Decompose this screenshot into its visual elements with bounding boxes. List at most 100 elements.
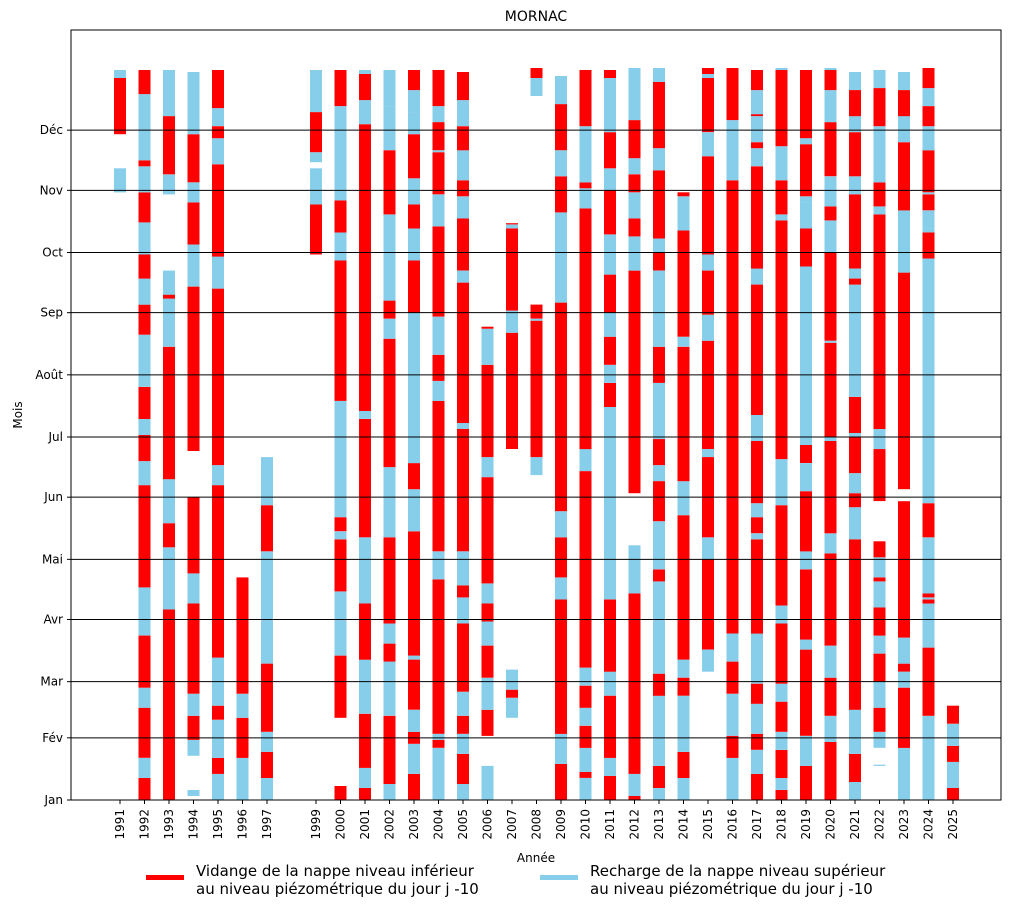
vidange-segment-2021-15 (849, 132, 861, 177)
recharge-segment-2023-2 (898, 671, 910, 688)
bar-year-1993 (163, 70, 175, 800)
vidange-segment-1993-6 (163, 294, 175, 299)
recharge-segment-2018-15 (775, 68, 788, 70)
vidange-segment-1992-0 (138, 777, 151, 800)
vidange-segment-2012-2 (628, 593, 641, 774)
recharge-segment-2007-0 (506, 697, 518, 718)
bar-year-2022 (873, 70, 886, 766)
recharge-segment-2001-5 (359, 537, 371, 604)
vidange-segment-1992-6 (138, 485, 151, 588)
recharge-segment-1991-2 (114, 70, 126, 78)
recharge-segment-2019-15 (800, 138, 812, 145)
recharge-segment-2020-11 (824, 220, 837, 253)
vidange-segment-2021-11 (849, 278, 861, 285)
x-tick-label-2024: 2024 (922, 809, 936, 840)
vidange-segment-1992-18 (138, 160, 151, 167)
recharge-segment-2000-11 (334, 106, 347, 201)
vidange-segment-2005-9 (457, 429, 469, 552)
vidange-segment-2024-5 (922, 593, 935, 598)
vidange-segment-2022-6 (873, 607, 886, 636)
bar-year-2016 (726, 68, 739, 800)
recharge-segment-2017-17 (751, 116, 763, 143)
vidange-segment-2004-3 (432, 579, 445, 734)
x-axis-title: Année (517, 851, 555, 865)
x-tick-label-2019: 2019 (799, 809, 813, 840)
recharge-segment-2012-1 (628, 773, 641, 796)
vidange-segment-2021-5 (849, 493, 861, 508)
vidange-segment-2009-6 (555, 302, 567, 512)
recharge-segment-1992-13 (138, 278, 151, 305)
legend-label-vidange: Vidange de la nappe niveau inférieur au … (196, 862, 479, 898)
recharge-segment-2011-9 (604, 312, 616, 337)
vidange-segment-2023-10 (898, 90, 910, 117)
vidange-segment-2013-7 (653, 481, 665, 522)
vidange-segment-2022-2 (873, 707, 886, 732)
recharge-segment-2009-9 (555, 150, 567, 177)
recharge-segment-2015-10 (702, 132, 714, 157)
recharge-segment-2019-2 (800, 735, 812, 766)
recharge-segment-1992-3 (138, 687, 151, 708)
vidange-segment-2013-17 (653, 82, 665, 149)
recharge-segment-1995-12 (212, 108, 224, 127)
recharge-segment-1994-5 (187, 573, 200, 604)
recharge-segment-1995-0 (212, 773, 224, 800)
recharge-segment-2015-12 (702, 74, 714, 78)
recharge-segment-2024-6 (922, 537, 935, 594)
vidange-segment-2009-0 (555, 763, 567, 800)
recharge-segment-2024-13 (922, 192, 935, 195)
recharge-segment-2022-3 (873, 681, 886, 708)
recharge-segment-2023-7 (898, 210, 910, 273)
recharge-segment-2013-2 (653, 695, 665, 766)
vidange-segment-2002-5 (383, 537, 396, 624)
bar-year-1995 (212, 70, 224, 800)
bar-year-2020 (824, 68, 837, 800)
vidange-segment-2021-17 (849, 90, 861, 117)
vidange-segment-2021-13 (849, 194, 861, 269)
bar-year-2011 (604, 70, 616, 800)
bar-year-1997 (261, 457, 273, 800)
vidange-segment-2001-0 (359, 788, 371, 800)
recharge-segment-2021-4 (849, 507, 861, 540)
vidange-segment-2004-1 (432, 739, 445, 748)
recharge-segment-1997-6 (261, 457, 273, 506)
recharge-segment-2005-6 (457, 597, 469, 624)
recharge-segment-2021-2 (849, 709, 861, 754)
recharge-segment-1994-12 (187, 72, 200, 135)
bar-year-2017 (751, 70, 763, 800)
vidange-segment-2005-11 (457, 282, 469, 423)
bar-year-2001 (359, 70, 371, 800)
vidange-segment-2004-7 (432, 354, 445, 381)
vidange-segment-1994-2 (187, 715, 200, 740)
recharge-segment-2010-4 (579, 707, 592, 726)
bar-year-1994 (187, 72, 200, 796)
recharge-segment-2013-18 (653, 68, 665, 82)
recharge-segment-1992-7 (138, 461, 151, 486)
vidange-segment-2019-9 (800, 445, 812, 463)
recharge-segment-2013-8 (653, 465, 665, 482)
chart-title: MORNAC (505, 9, 568, 25)
recharge-segment-2014-4 (677, 659, 690, 678)
vidange-segment-2017-20 (751, 70, 763, 91)
recharge-segment-2004-8 (432, 316, 445, 355)
recharge-segment-1994-1 (187, 739, 200, 756)
vidange-segment-1997-1 (261, 751, 273, 778)
vidange-segment-2018-10 (775, 220, 788, 460)
recharge-segment-2018-9 (775, 459, 788, 506)
recharge-segment-2019-12 (800, 202, 812, 229)
vidange-segment-2003-10 (408, 260, 420, 313)
recharge-segment-2009-5 (555, 511, 567, 538)
recharge-segment-2018-3 (775, 731, 788, 750)
x-tick-label-1999: 1999 (309, 809, 323, 840)
recharge-segment-2009-7 (555, 212, 567, 303)
vidange-segment-2011-4 (604, 599, 616, 672)
vidange-segment-2004-15 (432, 70, 445, 107)
vidange-segment-2009-10 (555, 104, 567, 151)
recharge-segment-2007-2 (506, 669, 518, 690)
recharge-segment-2013-16 (653, 148, 665, 171)
recharge-segment-2022-0 (873, 764, 886, 766)
vidange-segment-2013-13 (653, 252, 665, 271)
recharge-segment-2010-2 (579, 747, 592, 772)
vidange-segment-2020-6 (824, 441, 837, 534)
vidange-segment-2010-3 (579, 725, 592, 748)
